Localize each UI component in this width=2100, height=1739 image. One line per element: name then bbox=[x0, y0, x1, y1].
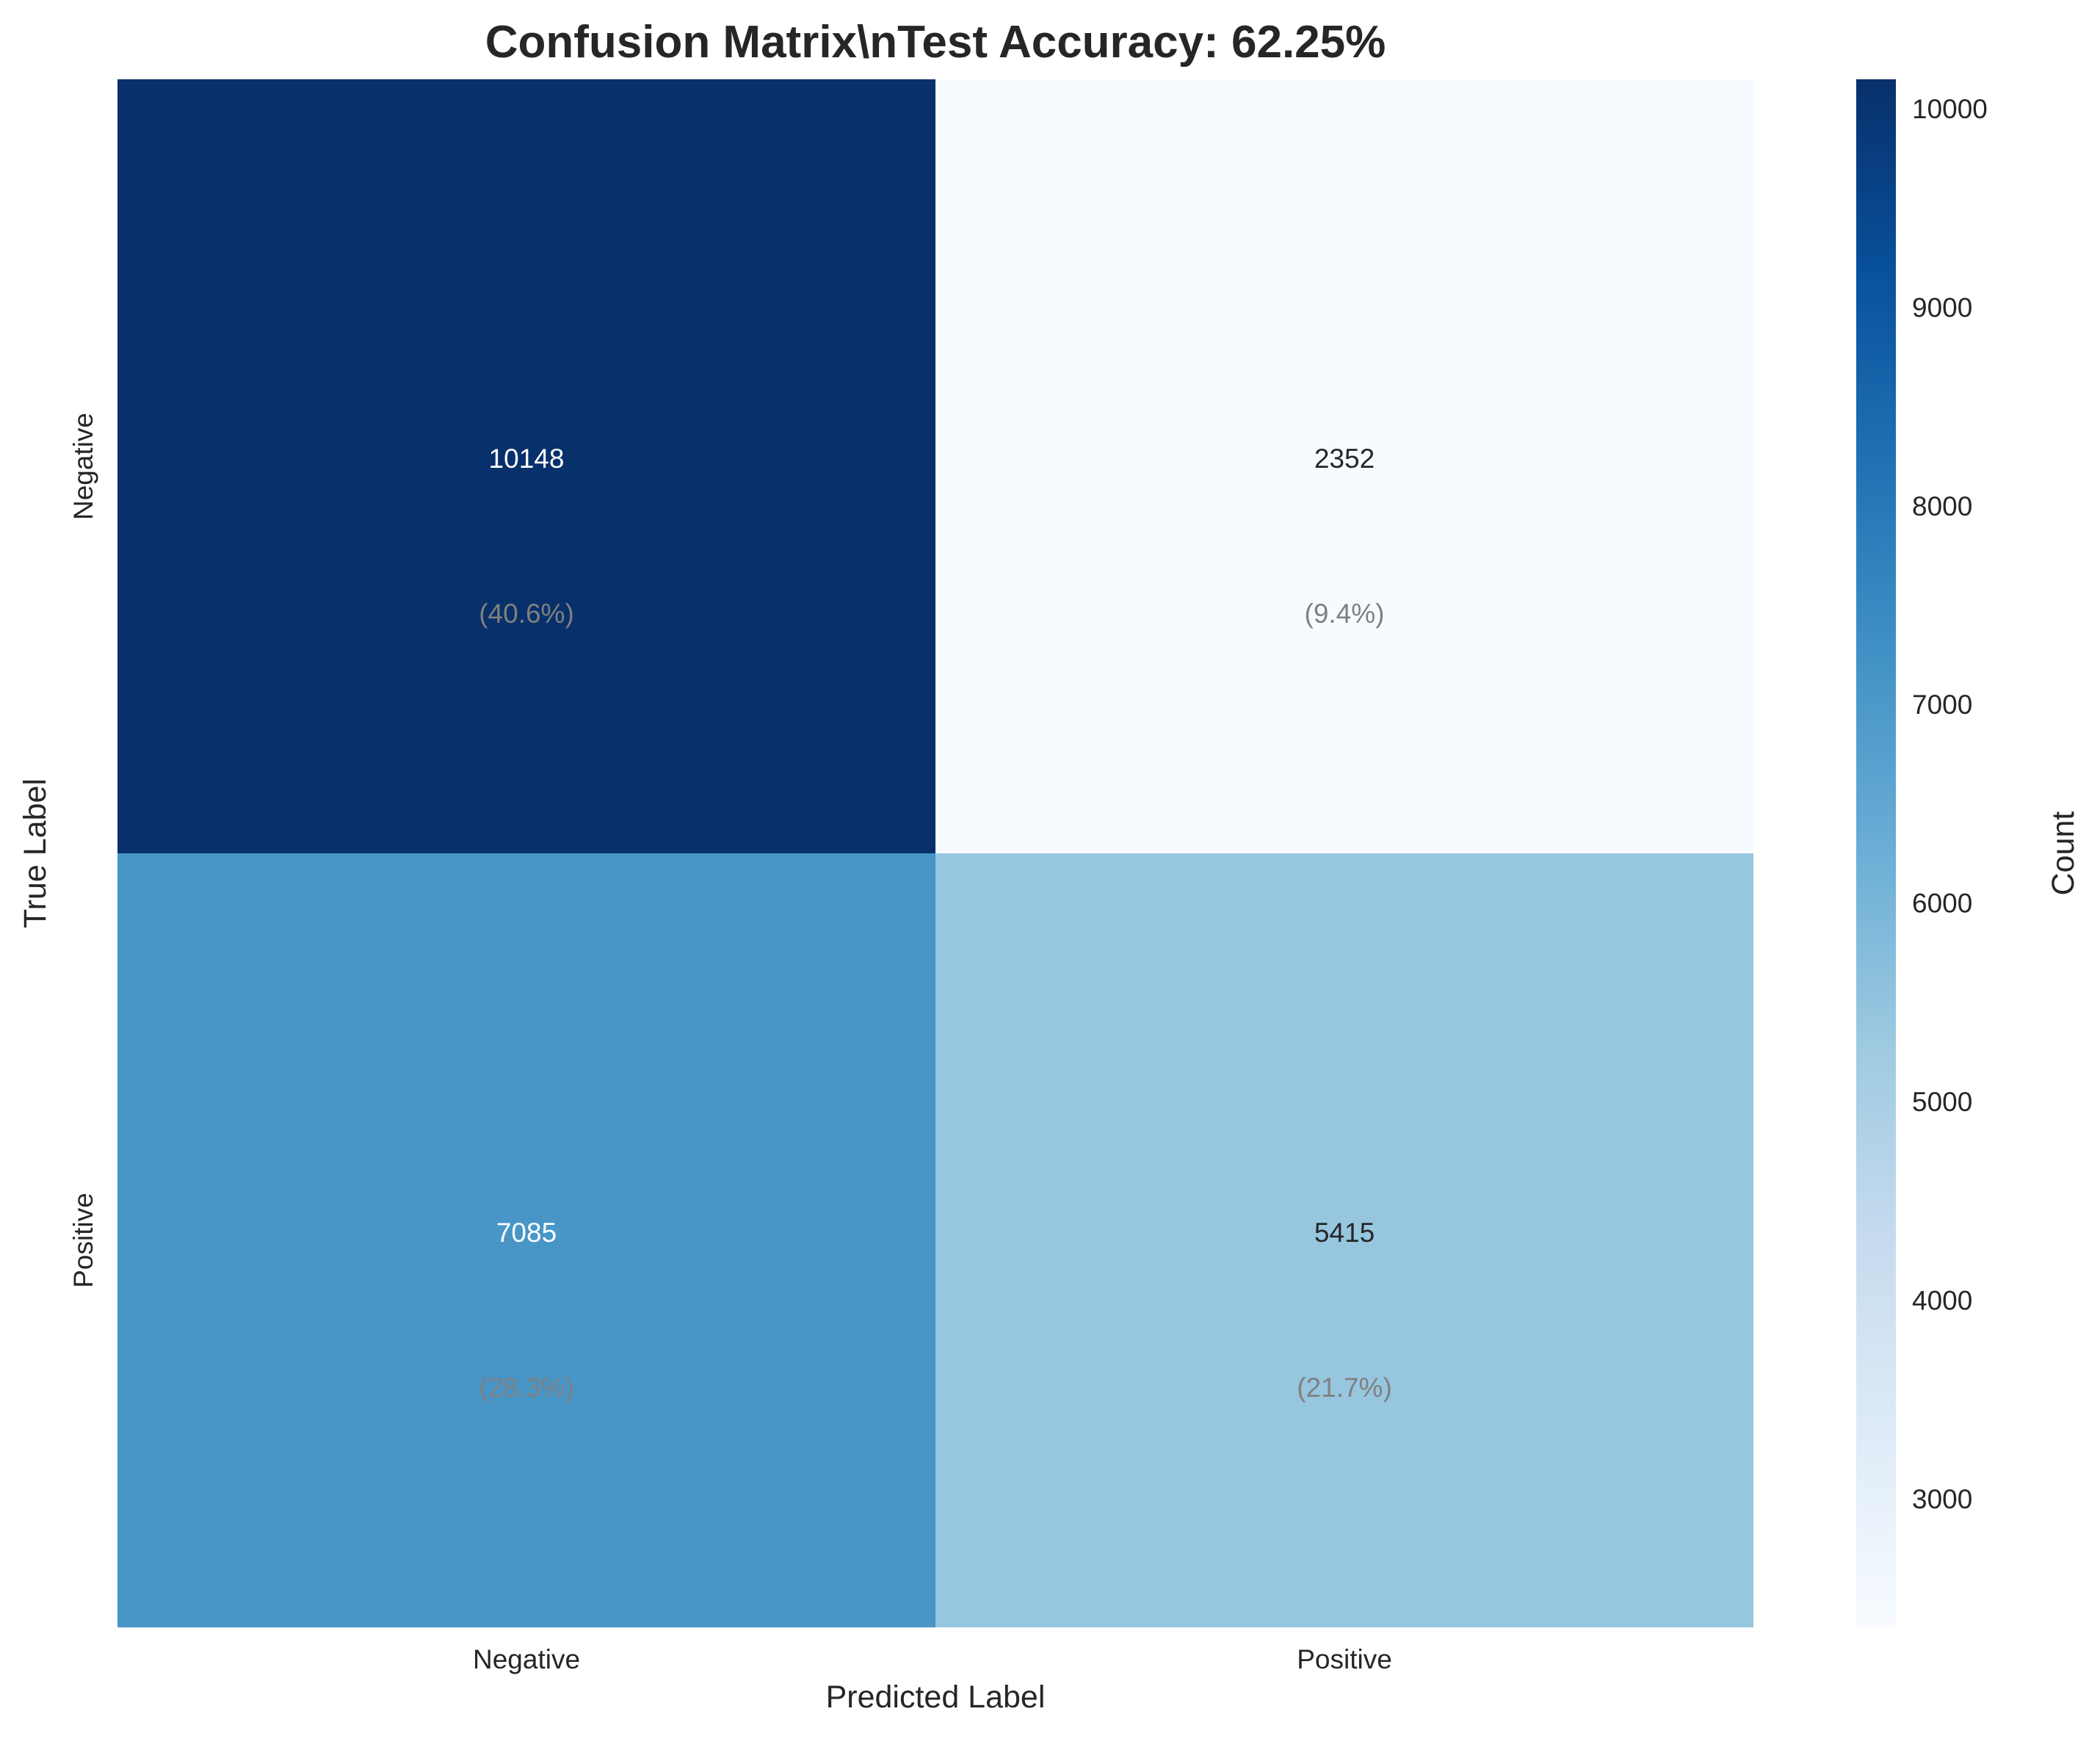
colorbar-tick-label: 7000 bbox=[1912, 690, 1972, 720]
heatmap-cell-1-0 bbox=[117, 853, 935, 1627]
heatmap-cell-0-1 bbox=[935, 79, 1753, 853]
chart-title: Confusion Matrix\nTest Accuracy: 62.25% bbox=[485, 17, 1386, 68]
colorbar-tick-label: 9000 bbox=[1912, 292, 1972, 322]
x-tick-label: Negative bbox=[473, 1644, 580, 1674]
y-tick-label: Negative bbox=[68, 413, 98, 520]
cell-percent-label: (40.6%) bbox=[479, 599, 574, 629]
cell-percent-label: (21.7%) bbox=[1297, 1373, 1392, 1403]
colorbar-label: Count bbox=[2046, 811, 2081, 896]
heatmap-cell-1-1 bbox=[935, 853, 1753, 1627]
x-tick-label: Positive bbox=[1297, 1644, 1392, 1674]
cell-count-label: 2352 bbox=[1314, 444, 1375, 474]
colorbar-tick-label: 10000 bbox=[1912, 94, 1988, 124]
x-axis-title: Predicted Label bbox=[826, 1680, 1046, 1715]
y-axis-title: True Label bbox=[18, 778, 53, 928]
cell-percent-label: (28.3%) bbox=[479, 1373, 574, 1403]
colorbar-tick-label: 5000 bbox=[1912, 1087, 1972, 1117]
colorbar-tick-label: 8000 bbox=[1912, 491, 1972, 521]
cell-count-label: 5415 bbox=[1314, 1218, 1375, 1248]
x-tick-labels: Negative Positive bbox=[473, 1644, 1392, 1674]
colorbar: 3000 4000 5000 6000 7000 8000 9000 10000 bbox=[1856, 79, 1988, 1627]
colorbar-tick-label: 6000 bbox=[1912, 889, 1972, 919]
heatmap-cell-0-0 bbox=[117, 79, 935, 853]
heatmap-cell-labels: 10148 (40.6%) 2352 (9.4%) 7085 (28.3%) 5415 (21… bbox=[479, 444, 1392, 1403]
colorbar-tick-label: 4000 bbox=[1912, 1285, 1972, 1315]
colorbar-tick-label: 3000 bbox=[1912, 1484, 1972, 1514]
y-tick-label: Positive bbox=[68, 1193, 98, 1288]
cell-count-label: 7085 bbox=[496, 1218, 557, 1248]
cell-percent-label: (9.4%) bbox=[1305, 599, 1385, 629]
colorbar-gradient bbox=[1856, 79, 1896, 1627]
y-tick-labels: Negative Positive bbox=[68, 413, 98, 1288]
heatmap-cells bbox=[117, 79, 1753, 1627]
cell-count-label: 10148 bbox=[489, 444, 565, 474]
